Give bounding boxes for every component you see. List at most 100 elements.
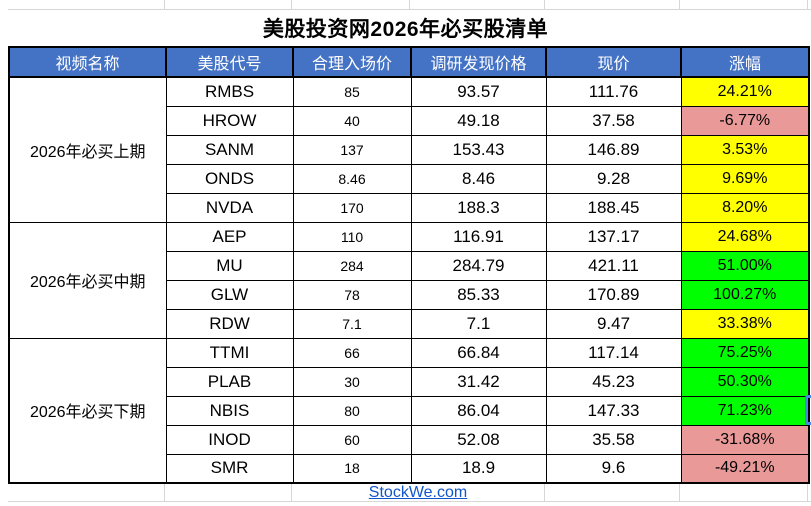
entry-price-cell[interactable]: 30 [292, 366, 412, 397]
entry-price-cell[interactable]: 137 [292, 134, 412, 165]
research-price-cell[interactable]: 284.79 [410, 250, 547, 281]
column-header-ticker[interactable]: 美股代号 [165, 46, 294, 78]
table-row: SMR 18 18.9 9.6 -49.21% [9, 453, 810, 484]
grid-cell [165, 484, 292, 501]
change-cell[interactable]: 24.68% [680, 221, 810, 252]
research-price-cell[interactable]: 52.08 [410, 424, 547, 455]
cell-selection-outline [805, 395, 811, 425]
current-price-cell[interactable]: 117.14 [545, 337, 682, 368]
current-price-cell[interactable]: 137.17 [545, 221, 682, 252]
ticker-cell[interactable]: HROW [165, 105, 294, 136]
research-price-cell[interactable]: 86.04 [410, 395, 547, 426]
research-price-cell[interactable]: 85.33 [410, 279, 547, 310]
top-gridline-row [8, 0, 811, 10]
research-price-cell[interactable]: 18.9 [410, 453, 547, 484]
change-cell[interactable]: 24.21% [680, 76, 810, 107]
ticker-cell[interactable]: NBIS [165, 395, 294, 426]
page-title: 美股投资网2026年必买股清单 [262, 18, 549, 41]
stock-table: 视频名称 美股代号 合理入场价 调研发现价格 现价 涨幅 2026年必买上期 R… [8, 46, 810, 484]
change-cell[interactable]: -49.21% [680, 453, 810, 484]
grid-cell [8, 484, 165, 501]
change-cell[interactable]: 33.38% [680, 308, 810, 339]
change-cell[interactable]: 71.23% [680, 395, 810, 426]
research-price-cell[interactable]: 31.42 [410, 366, 547, 397]
entry-price-cell[interactable]: 60 [292, 424, 412, 455]
change-cell[interactable]: -6.77% [680, 105, 810, 136]
entry-price-cell[interactable]: 85 [292, 76, 412, 107]
research-price-cell[interactable]: 153.43 [410, 134, 547, 165]
ticker-cell[interactable]: SMR [165, 453, 294, 484]
footer-gridline-row: StockWe.com [8, 484, 811, 502]
ticker-cell[interactable]: INOD [165, 424, 294, 455]
current-price-cell[interactable]: 188.45 [545, 192, 682, 223]
entry-price-cell[interactable]: 284 [292, 250, 412, 281]
change-cell[interactable]: 50.30% [680, 366, 810, 397]
column-header-video-name[interactable]: 视频名称 [8, 46, 167, 78]
current-price-cell[interactable]: 111.76 [545, 76, 682, 107]
research-price-cell[interactable]: 93.57 [410, 76, 547, 107]
table-row: INOD 60 52.08 35.58 -31.68% [9, 424, 810, 455]
research-price-cell[interactable]: 66.84 [410, 337, 547, 368]
research-price-cell[interactable]: 188.3 [410, 192, 547, 223]
ticker-cell[interactable]: MU [165, 250, 294, 281]
ticker-cell[interactable]: NVDA [165, 192, 294, 223]
entry-price-cell[interactable]: 40 [292, 105, 412, 136]
ticker-cell[interactable]: PLAB [165, 366, 294, 397]
ticker-cell[interactable]: RMBS [165, 76, 294, 107]
research-price-cell[interactable]: 49.18 [410, 105, 547, 136]
stockwe-link[interactable]: StockWe.com [368, 483, 468, 501]
change-cell[interactable]: 8.20% [680, 192, 810, 223]
change-cell[interactable]: 75.25% [680, 337, 810, 368]
column-header-change[interactable]: 涨幅 [680, 46, 810, 78]
title-row: 美股投资网2026年必买股清单 [0, 10, 811, 46]
current-price-cell[interactable]: 35.58 [545, 424, 682, 455]
ticker-cell[interactable]: RDW [165, 308, 294, 339]
change-cell[interactable]: -31.68% [680, 424, 810, 455]
group-cell[interactable]: 2026年必买上期 [8, 76, 167, 223]
current-price-cell[interactable]: 421.11 [545, 250, 682, 281]
current-price-cell[interactable]: 146.89 [545, 134, 682, 165]
entry-price-cell[interactable]: 18 [292, 453, 412, 484]
column-header-research-price[interactable]: 调研发现价格 [410, 46, 547, 78]
current-price-cell[interactable]: 9.6 [545, 453, 682, 484]
table-row: NVDA 170 188.3 188.45 8.20% [9, 192, 810, 223]
column-header-current-price[interactable]: 现价 [545, 46, 682, 78]
current-price-cell[interactable]: 45.23 [545, 366, 682, 397]
ticker-cell[interactable]: SANM [165, 134, 294, 165]
research-price-cell[interactable]: 8.46 [410, 163, 547, 194]
ticker-cell[interactable]: ONDS [165, 163, 294, 194]
entry-price-cell[interactable]: 78 [292, 279, 412, 310]
entry-price-cell[interactable]: 8.46 [292, 163, 412, 194]
table-row: ONDS 8.46 8.46 9.28 9.69% [9, 163, 810, 194]
ticker-cell[interactable]: AEP [165, 221, 294, 252]
grid-cell [545, 0, 680, 9]
group-cell[interactable]: 2026年必买下期 [8, 337, 167, 484]
current-price-cell[interactable]: 37.58 [545, 105, 682, 136]
entry-price-cell[interactable]: 80 [292, 395, 412, 426]
current-price-cell[interactable]: 170.89 [545, 279, 682, 310]
column-header-entry-price[interactable]: 合理入场价 [292, 46, 412, 78]
change-cell[interactable]: 100.27% [680, 279, 810, 310]
ticker-cell[interactable]: GLW [165, 279, 294, 310]
grid-cell [545, 484, 680, 501]
current-price-cell[interactable]: 9.28 [545, 163, 682, 194]
entry-price-cell[interactable]: 170 [292, 192, 412, 223]
footer-link-cell: StockWe.com [292, 484, 545, 501]
entry-price-cell[interactable]: 7.1 [292, 308, 412, 339]
change-cell[interactable]: 3.53% [680, 134, 810, 165]
current-price-cell[interactable]: 9.47 [545, 308, 682, 339]
research-price-cell[interactable]: 7.1 [410, 308, 547, 339]
header-row: 视频名称 美股代号 合理入场价 调研发现价格 现价 涨幅 [8, 46, 810, 78]
grid-cell [8, 0, 165, 9]
entry-price-cell[interactable]: 66 [292, 337, 412, 368]
group-cell[interactable]: 2026年必买中期 [8, 221, 167, 339]
change-cell[interactable]: 9.69% [680, 163, 810, 194]
table-row: SANM 137 153.43 146.89 3.53% [9, 134, 810, 165]
entry-price-cell[interactable]: 110 [292, 221, 412, 252]
grid-cell [165, 0, 292, 9]
ticker-cell[interactable]: TTMI [165, 337, 294, 368]
research-price-cell[interactable]: 116.91 [410, 221, 547, 252]
current-price-cell[interactable]: 147.33 [545, 395, 682, 426]
change-cell[interactable]: 51.00% [680, 250, 810, 281]
